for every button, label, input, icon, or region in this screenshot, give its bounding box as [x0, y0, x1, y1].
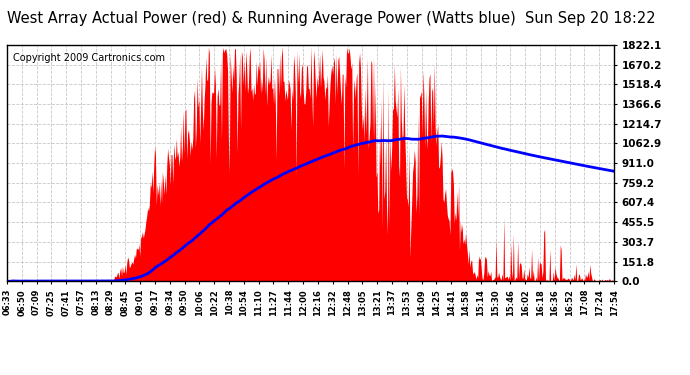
Text: Copyright 2009 Cartronics.com: Copyright 2009 Cartronics.com: [13, 53, 165, 63]
Text: West Array Actual Power (red) & Running Average Power (Watts blue)  Sun Sep 20 1: West Array Actual Power (red) & Running …: [7, 11, 655, 26]
